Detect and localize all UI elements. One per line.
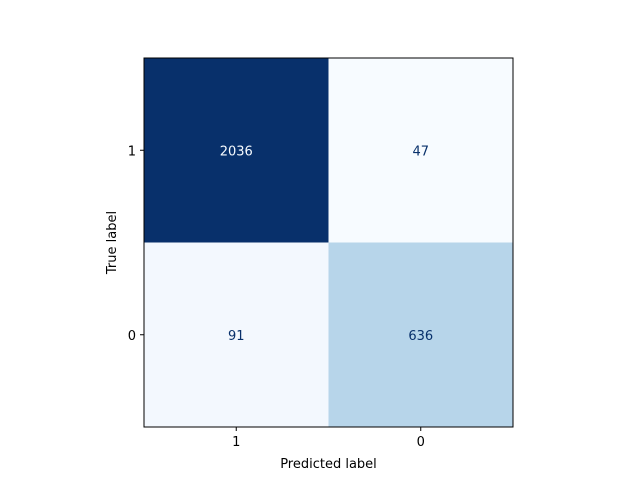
cell-value-r1-c0: 47 [412, 144, 429, 159]
matrix-cell-labels: 2036 47 91 636 [220, 144, 433, 344]
matrix-cell-r1-c1 [144, 58, 329, 243]
cell-value-r0-c0: 636 [408, 329, 433, 344]
matrix-cell-r0-c0 [328, 242, 514, 428]
plot-frame [143, 57, 514, 428]
y-axis-label: True label [105, 211, 120, 275]
cell-value-r1-c1: 2036 [220, 144, 253, 159]
matrix-cell-r1-c0 [328, 58, 514, 243]
matrix-cell-r0-c1 [144, 242, 329, 428]
y-axis-ticks: 10 [128, 144, 144, 344]
y-tick-label-0: 0 [128, 329, 136, 344]
cell-value-r0-c1: 91 [228, 329, 245, 344]
matrix-cells [144, 58, 514, 428]
y-tick-label-1: 1 [128, 144, 136, 159]
x-tick-label-1: 1 [232, 435, 240, 450]
x-axis-label: Predicted label [280, 457, 377, 472]
x-tick-label-0: 0 [417, 435, 425, 450]
